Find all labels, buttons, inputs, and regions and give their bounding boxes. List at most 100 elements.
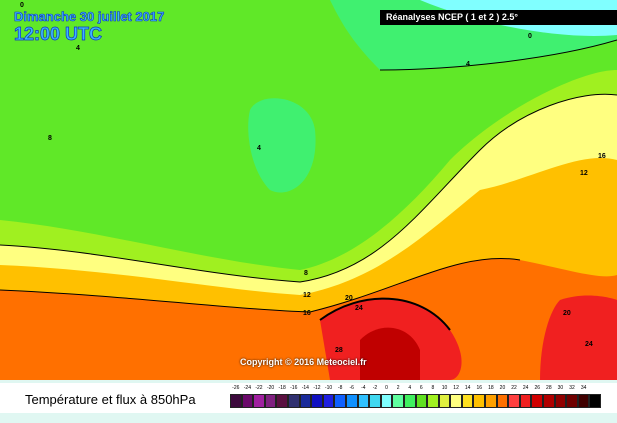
scale-swatch (299, 394, 312, 408)
contour-label: 0 (528, 33, 532, 40)
contour-label: 8 (304, 270, 308, 277)
scale-cell: 20 (496, 385, 509, 408)
scale-cell: 12 (450, 385, 462, 408)
scale-swatch (345, 394, 358, 408)
scale-label: 14 (464, 385, 471, 391)
scale-label: -10 (324, 385, 333, 391)
scale-cell (589, 385, 601, 408)
scale-cell: -14 (299, 385, 312, 408)
scale-label: -2 (372, 385, 378, 391)
color-scale: -26 -24 -22 -20 -18 -16 -14 -12 -10 -8 -6 -4 -2 0 2 4 6 8… (230, 385, 601, 408)
scale-cell: 10 (438, 385, 451, 408)
scale-label: -20 (266, 385, 275, 391)
scale-swatch (438, 394, 451, 408)
contour-label: 4 (466, 61, 470, 68)
scale-swatch (357, 394, 370, 408)
scale-cell: 22 (508, 385, 520, 408)
scale-label: 6 (419, 385, 423, 391)
scale-label: -14 (301, 385, 309, 391)
scale-swatch (264, 394, 277, 408)
scale-cell: -8 (334, 385, 346, 408)
contour-label: 28 (335, 347, 343, 354)
contour-label: 12 (303, 292, 311, 299)
scale-label: 2 (396, 385, 400, 391)
scale-swatch (496, 394, 509, 408)
scale-swatch (531, 394, 544, 408)
scale-cell: -22 (253, 385, 265, 408)
scale-swatch (508, 394, 520, 408)
contour-label: 20 (563, 310, 571, 317)
scale-swatch (380, 394, 393, 408)
scale-label: 18 (488, 385, 494, 391)
scale-swatch (577, 394, 590, 408)
scale-swatch (519, 394, 532, 408)
temperature-map: 0 4 4 8 8 12 12 16 16 20 20 24 24 28 0 4 (0, 0, 617, 380)
scale-label: -6 (349, 385, 354, 391)
scale-swatch (322, 394, 335, 408)
scale-label: -24 (243, 385, 251, 391)
scale-label: -18 (278, 385, 286, 391)
map-time: 12:00 UTC (14, 24, 103, 45)
scale-label: 34 (580, 385, 587, 391)
scale-cell: 28 (543, 385, 555, 408)
scale-cell: 8 (427, 385, 439, 408)
scale-cell: 26 (531, 385, 544, 408)
scale-label: -16 (290, 385, 298, 391)
scale-cell: -2 (369, 385, 381, 408)
contour-label: 4 (257, 145, 261, 152)
scale-cell: -18 (276, 385, 288, 408)
scale-cell: -24 (241, 385, 254, 408)
scale-swatch (415, 394, 428, 408)
data-source-label: Réanalyses NCEP ( 1 et 2 ) 2.5° (380, 10, 617, 25)
contour-label: 24 (585, 341, 593, 348)
scale-swatch (403, 394, 416, 408)
scale-swatch (554, 394, 567, 408)
scale-cell: -26 (230, 385, 242, 408)
scale-cell: 14 (461, 385, 474, 408)
scale-label: 26 (534, 385, 541, 391)
scale-label: 30 (557, 385, 564, 391)
scale-cell: 18 (485, 385, 497, 408)
scale-label: 22 (511, 385, 517, 391)
scale-cell: 30 (554, 385, 567, 408)
scale-label: 4 (408, 385, 412, 391)
scale-label: 20 (499, 385, 506, 391)
contour-label: 16 (303, 310, 311, 317)
scale-label: 10 (441, 385, 448, 391)
copyright: Copyright © 2016 Meteociel.fr (240, 357, 367, 367)
scale-label: 16 (476, 385, 483, 391)
contour-label: 12 (580, 170, 588, 177)
legend-title: Température et flux à 850hPa (25, 392, 196, 407)
scale-label: 32 (569, 385, 575, 391)
contour-label: 20 (345, 295, 353, 302)
scale-swatch (473, 394, 486, 408)
scale-label: -8 (337, 385, 343, 391)
scale-swatch (276, 394, 288, 408)
scale-cell: -16 (287, 385, 300, 408)
scale-cell: -10 (322, 385, 335, 408)
scale-cell: -12 (311, 385, 323, 408)
scale-swatch (566, 394, 578, 408)
scale-cell: 4 (403, 385, 416, 408)
scale-cell: 6 (415, 385, 428, 408)
scale-label: -12 (313, 385, 321, 391)
scale-cell: -6 (345, 385, 358, 408)
scale-swatch (450, 394, 462, 408)
scale-swatch (427, 394, 439, 408)
scale-swatch (287, 394, 300, 408)
map-date: Dimanche 30 juillet 2017 (14, 9, 165, 25)
scale-swatch (392, 394, 404, 408)
scale-label: 0 (385, 385, 388, 391)
scale-cell: 0 (380, 385, 393, 408)
scale-label: -26 (232, 385, 240, 391)
scale-swatch (461, 394, 474, 408)
scale-swatch (369, 394, 381, 408)
scale-cell: 34 (577, 385, 590, 408)
scale-swatch (230, 394, 242, 408)
scale-swatch (311, 394, 323, 408)
scale-cell: 24 (519, 385, 532, 408)
scale-cell: 32 (566, 385, 578, 408)
scale-label: 8 (431, 385, 435, 391)
scale-label: -22 (255, 385, 263, 391)
scale-cell: 2 (392, 385, 404, 408)
